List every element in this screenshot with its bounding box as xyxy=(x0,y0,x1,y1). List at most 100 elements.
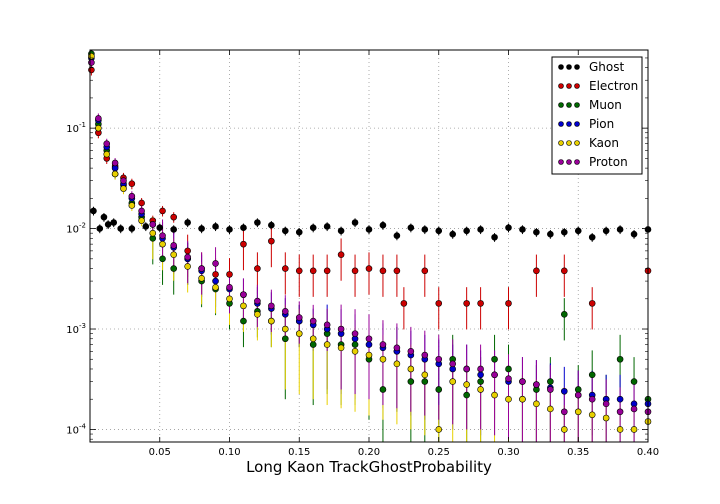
data-point-electron xyxy=(338,252,344,258)
data-point-proton xyxy=(282,308,288,314)
data-point-proton xyxy=(254,298,260,304)
legend-marker-muon xyxy=(559,103,564,108)
data-point-ghost xyxy=(185,219,191,225)
x-tick-label: 0.30 xyxy=(497,447,519,458)
data-point-proton xyxy=(240,292,246,298)
data-point-ghost xyxy=(533,229,539,235)
data-point-kaon xyxy=(436,426,442,432)
data-point-ghost xyxy=(118,226,124,232)
data-point-proton xyxy=(366,336,372,342)
legend-marker-electron xyxy=(567,84,572,89)
data-point-kaon xyxy=(519,396,525,402)
data-point-pion xyxy=(561,388,567,394)
data-point-proton xyxy=(478,366,484,372)
data-point-ghost xyxy=(394,233,400,239)
legend-label-ghost: Ghost xyxy=(589,60,624,74)
data-point-muon xyxy=(160,256,166,262)
data-point-proton xyxy=(171,242,177,248)
data-point-electron xyxy=(380,268,386,274)
x-tick-label: 0.25 xyxy=(428,447,450,458)
data-point-kaon xyxy=(478,386,484,392)
data-point-pion xyxy=(478,372,484,378)
data-point-kaon xyxy=(104,151,110,157)
data-point-proton xyxy=(464,366,470,372)
data-point-kaon xyxy=(506,396,512,402)
x-axis-label: Long Kaon TrackGhostProbability xyxy=(246,458,492,476)
x-tick-label: 0.10 xyxy=(218,447,240,458)
x-tick-label: 0.35 xyxy=(567,447,589,458)
legend-marker-muon xyxy=(567,103,572,108)
data-point-ghost xyxy=(464,228,470,234)
legend-marker-ghost xyxy=(559,65,564,70)
data-point-kaon xyxy=(492,392,498,398)
data-point-kaon xyxy=(547,406,553,412)
data-point-proton xyxy=(268,303,274,309)
data-point-muon xyxy=(589,372,595,378)
data-point-proton xyxy=(310,318,316,324)
data-point-electron xyxy=(268,238,274,244)
data-point-electron xyxy=(589,300,595,306)
data-point-proton xyxy=(547,386,553,392)
data-point-kaon xyxy=(617,426,623,432)
data-point-muon xyxy=(282,336,288,342)
legend-label-muon: Muon xyxy=(589,98,622,112)
data-point-ghost xyxy=(143,223,149,229)
data-point-kaon xyxy=(352,348,358,354)
data-point-electron xyxy=(533,268,539,274)
data-point-kaon xyxy=(589,412,595,418)
legend-marker-kaon xyxy=(567,141,572,146)
data-point-pion xyxy=(617,396,623,402)
data-point-kaon xyxy=(150,230,156,236)
data-point-muon xyxy=(464,392,470,398)
data-point-electron xyxy=(213,271,219,277)
data-point-proton xyxy=(185,254,191,260)
data-point-proton xyxy=(324,322,330,328)
data-point-ghost xyxy=(366,226,372,232)
x-tick-label: 0.40 xyxy=(637,447,659,458)
data-point-electron xyxy=(310,268,316,274)
data-point-proton xyxy=(436,356,442,362)
data-point-ghost xyxy=(129,226,135,232)
legend-label-proton: Proton xyxy=(589,155,628,169)
data-point-ghost xyxy=(380,222,386,228)
data-point-muon xyxy=(171,266,177,272)
data-point-electron xyxy=(129,181,135,187)
legend-marker-proton xyxy=(559,160,564,165)
data-point-ghost xyxy=(631,231,637,237)
data-point-ghost xyxy=(111,219,117,225)
data-point-kaon xyxy=(227,296,233,302)
data-point-proton xyxy=(104,141,110,147)
data-point-proton xyxy=(95,115,101,121)
data-point-kaon xyxy=(408,366,414,372)
data-point-electron xyxy=(227,271,233,277)
data-point-ghost xyxy=(254,219,260,225)
data-point-proton xyxy=(352,331,358,337)
data-point-kaon xyxy=(464,382,470,388)
data-point-muon xyxy=(240,318,246,324)
data-point-ghost xyxy=(422,226,428,232)
data-point-proton xyxy=(129,193,135,199)
legend-marker-electron xyxy=(559,84,564,89)
data-point-ghost xyxy=(506,225,512,231)
data-point-ghost xyxy=(157,225,163,231)
data-point-muon xyxy=(547,379,553,385)
data-point-electron xyxy=(561,268,567,274)
data-point-ghost xyxy=(617,226,623,232)
data-point-electron xyxy=(366,266,372,272)
data-point-electron xyxy=(394,268,400,274)
data-point-ghost xyxy=(240,225,246,231)
data-point-electron xyxy=(506,300,512,306)
data-point-ghost xyxy=(338,228,344,234)
data-point-ghost xyxy=(575,228,581,234)
data-point-ghost xyxy=(436,228,442,234)
data-point-ghost xyxy=(450,231,456,237)
data-point-kaon xyxy=(185,263,191,269)
data-point-proton xyxy=(422,352,428,358)
data-point-kaon xyxy=(240,303,246,309)
data-point-proton xyxy=(519,379,525,385)
data-point-kaon xyxy=(112,171,118,177)
data-point-kaon xyxy=(324,342,330,348)
data-point-ghost xyxy=(492,234,498,240)
data-point-muon xyxy=(436,386,442,392)
